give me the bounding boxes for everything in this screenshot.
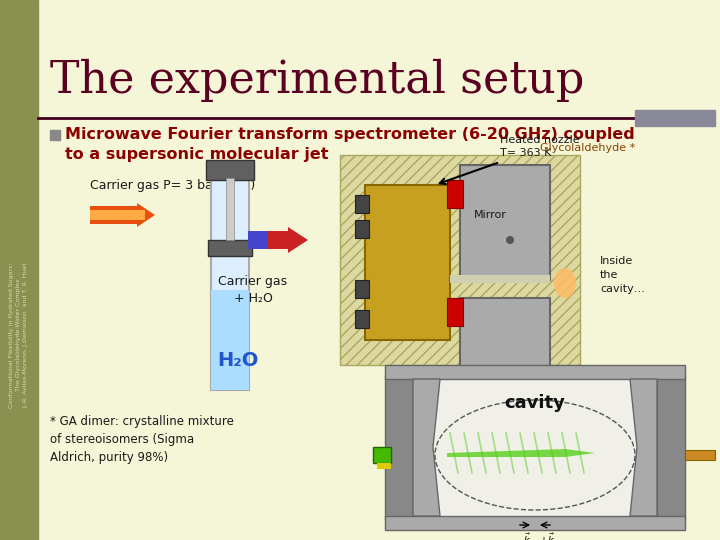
Bar <box>657 375 685 520</box>
Text: The experimental setup: The experimental setup <box>50 58 585 102</box>
Polygon shape <box>413 379 440 516</box>
Bar <box>635 110 715 126</box>
Text: Carrier gas
+ H₂O: Carrier gas + H₂O <box>218 275 287 305</box>
Bar <box>447 298 463 326</box>
Bar <box>385 375 413 520</box>
Bar <box>365 185 450 340</box>
Text: Inside
the
cavity…: Inside the cavity… <box>600 256 645 294</box>
FancyArrow shape <box>90 210 145 220</box>
Bar <box>211 290 249 390</box>
Bar <box>208 240 252 256</box>
Text: * GA dimer: crystalline mixture
of stereoisomers (Sigma
Aldrich, purity 98%): * GA dimer: crystalline mixture of stere… <box>50 415 234 464</box>
Bar <box>50 130 60 140</box>
Text: Mirror: Mirror <box>474 210 506 220</box>
Bar <box>385 365 685 379</box>
Text: Microwave Fourier transform spectrometer (6-20 GHz) coupled: Microwave Fourier transform spectrometer… <box>65 127 635 143</box>
Text: $+\vec{k}$: $+\vec{k}$ <box>539 532 555 540</box>
Bar <box>355 220 369 238</box>
Bar <box>340 155 580 365</box>
Text: to a supersonic molecular jet: to a supersonic molecular jet <box>65 147 328 163</box>
Bar <box>355 280 369 298</box>
Ellipse shape <box>506 236 514 244</box>
Bar <box>355 195 369 213</box>
Bar <box>377 463 391 469</box>
FancyArrow shape <box>90 203 155 227</box>
FancyArrow shape <box>268 227 308 253</box>
Text: Glycolaldehyde *: Glycolaldehyde * <box>540 143 635 153</box>
Text: Conformational Flexibility in Hydrated Sugars:
The Glycolaldehyde-Water Complex
: Conformational Flexibility in Hydrated S… <box>9 262 29 408</box>
Bar <box>373 447 391 463</box>
FancyArrow shape <box>248 231 283 249</box>
Bar <box>447 180 463 208</box>
Text: H₂O: H₂O <box>217 350 258 369</box>
Bar <box>206 160 254 180</box>
Text: cavity: cavity <box>505 394 565 412</box>
Text: Heated nozzle
T= 363 K: Heated nozzle T= 363 K <box>500 135 580 158</box>
Polygon shape <box>630 379 657 516</box>
Ellipse shape <box>554 268 576 298</box>
Bar <box>355 310 369 328</box>
Bar <box>385 516 685 530</box>
Bar <box>460 165 550 280</box>
Bar <box>460 298 550 366</box>
Text: $-\vec{k}$: $-\vec{k}$ <box>515 532 531 540</box>
Bar <box>685 450 715 460</box>
Bar <box>226 178 234 240</box>
Text: Carrier gas P= 3 bars (Ne): Carrier gas P= 3 bars (Ne) <box>90 179 256 192</box>
Bar <box>211 180 249 390</box>
Bar <box>413 379 657 516</box>
Polygon shape <box>447 449 595 457</box>
Bar <box>450 275 550 283</box>
Bar <box>0 0 38 540</box>
